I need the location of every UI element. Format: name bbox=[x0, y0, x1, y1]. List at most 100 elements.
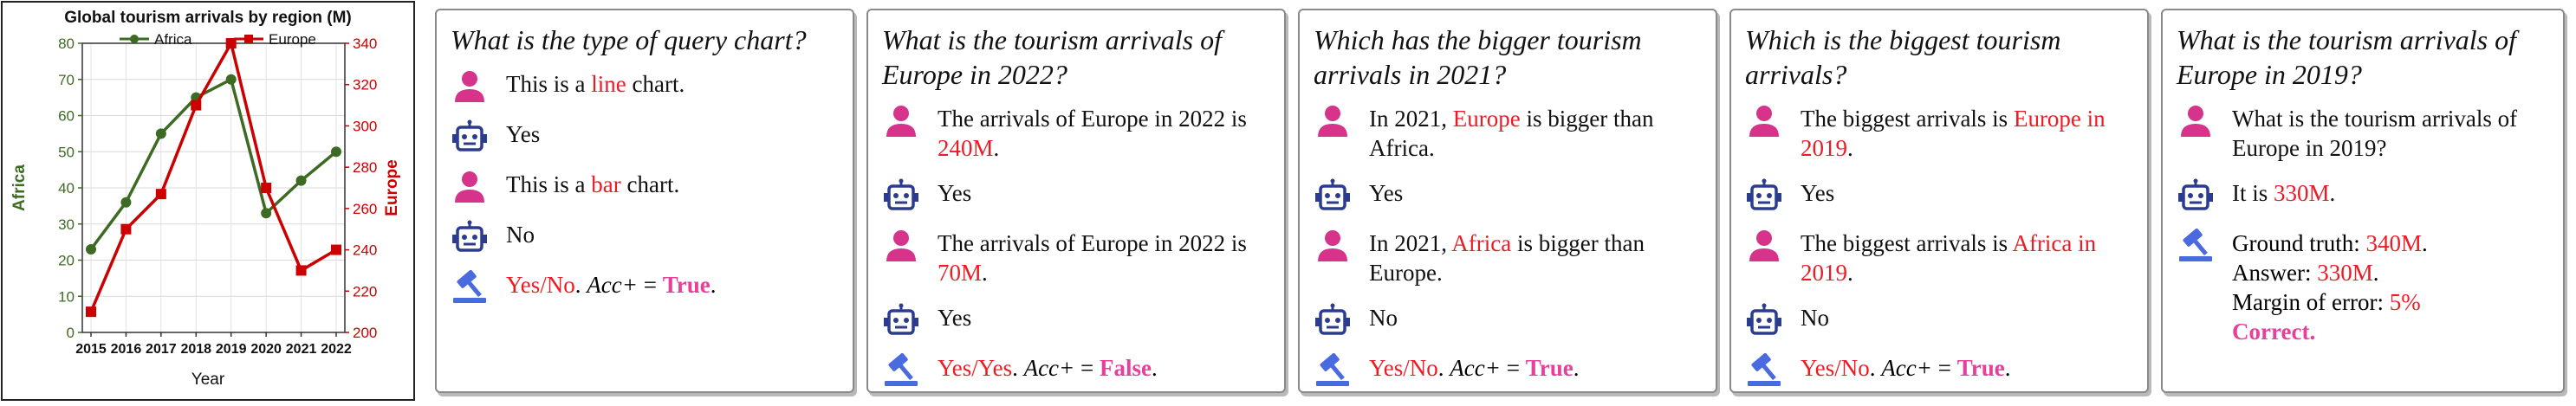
legend-label: Africa bbox=[154, 31, 192, 48]
turn-part: is bigger than Africa. bbox=[1369, 106, 1654, 161]
data-point-europe bbox=[225, 38, 237, 48]
turn-part: This is a bbox=[506, 71, 592, 97]
turn-part: No bbox=[506, 222, 535, 248]
user-icon bbox=[2181, 106, 2210, 137]
verdict-part: Acc+ bbox=[1023, 355, 1075, 381]
verdict-text: Yes/Yes. Acc+ = False. bbox=[938, 353, 1158, 383]
x-tick-label: 2022 bbox=[321, 342, 352, 357]
turn-part: What is the tourism arrivals of Europe i… bbox=[2232, 106, 2518, 161]
x-tick-label: 2018 bbox=[180, 342, 211, 357]
left-tick-label: 80 bbox=[58, 35, 75, 52]
robot-icon bbox=[1747, 178, 1781, 210]
bot-turn: It is 330M. bbox=[2177, 178, 2551, 213]
turn-part: line bbox=[591, 71, 626, 97]
data-point-africa bbox=[155, 128, 166, 139]
data-point-africa bbox=[295, 175, 307, 186]
verdict-text: Yes/No. Acc+ = True. bbox=[1801, 353, 2010, 383]
turn-part: No bbox=[1801, 305, 1829, 331]
turn-text: Yes bbox=[1369, 178, 1403, 208]
gavel-icon bbox=[453, 270, 486, 303]
turn-text: Yes bbox=[938, 303, 971, 332]
user-turn: This is a bar chart. bbox=[451, 170, 840, 204]
verdict-text: Yes/No. Acc+ = True. bbox=[506, 270, 716, 300]
turn-text: What is the tourism arrivals of Europe i… bbox=[2232, 104, 2551, 163]
x-tick-label: 2017 bbox=[146, 342, 177, 357]
robot-icon bbox=[884, 178, 918, 210]
tourism-line-chart: Global tourism arrivals by region (M) Afr… bbox=[0, 0, 416, 402]
turn-text: No bbox=[506, 220, 535, 249]
verdict-row: Yes/No. Acc+ = True. bbox=[1314, 353, 1703, 388]
verdict-part: 5% bbox=[2389, 289, 2421, 315]
verdict-part: 330M bbox=[2317, 260, 2373, 286]
turn-part: Yes bbox=[938, 180, 972, 206]
verdict-part: Acc+ bbox=[587, 272, 638, 298]
user-turn: The biggest arrivals is Africa in 2019. bbox=[1745, 229, 2135, 287]
gavel-icon bbox=[2179, 229, 2212, 261]
x-tick-label: 2015 bbox=[75, 342, 107, 357]
verdict-row: Yes/Yes. Acc+ = False. bbox=[882, 353, 1272, 388]
x-axis-label: Year bbox=[191, 371, 225, 389]
verdict-part: 340M bbox=[2365, 230, 2423, 256]
right-tick-label: 300 bbox=[353, 118, 377, 134]
verdict-part: Margin of error: bbox=[2232, 289, 2390, 315]
verdict-row: Ground truth: 340M. Answer: 330M. Margin o… bbox=[2177, 229, 2551, 346]
bot-turn: No bbox=[1745, 303, 2135, 338]
chart-svg: Global tourism arrivals by region (M) Afr… bbox=[1, 1, 415, 401]
data-point-europe bbox=[261, 183, 272, 193]
left-axis-label: Africa bbox=[10, 164, 29, 211]
turn-part: Africa bbox=[1451, 230, 1512, 256]
verdict-part: . bbox=[1573, 355, 1580, 381]
user-icon bbox=[1749, 230, 1779, 261]
user-icon bbox=[1318, 106, 1347, 137]
data-point-africa bbox=[225, 74, 237, 85]
qa-panel-chart-type: What is the type of query chart? This is … bbox=[435, 9, 854, 393]
verdict-part: = bbox=[1931, 355, 1957, 381]
bot-turn: Yes bbox=[882, 178, 1272, 213]
robot-icon bbox=[1315, 303, 1350, 335]
turn-part: Yes bbox=[506, 121, 541, 147]
right-tick-label: 260 bbox=[353, 201, 377, 217]
verdict-part: Yes/Yes bbox=[938, 355, 1013, 381]
right-tick-label: 200 bbox=[353, 325, 377, 341]
left-tick-label: 20 bbox=[58, 253, 75, 269]
turn-part: chart. bbox=[626, 71, 685, 97]
verdict-part: Yes/No bbox=[1369, 355, 1438, 381]
bot-turn: No bbox=[1314, 303, 1703, 338]
verdict-part: Yes/No bbox=[506, 272, 575, 298]
turn-part: Africa in 2019 bbox=[1801, 230, 2097, 286]
turn-part: . bbox=[982, 260, 988, 286]
robot-icon bbox=[1315, 178, 1350, 210]
series-line-europe bbox=[89, 39, 337, 313]
verdict-part: . bbox=[2422, 230, 2428, 256]
left-tick-label: 60 bbox=[58, 108, 75, 125]
verdict-part: . bbox=[2372, 260, 2379, 286]
verdict-part: False bbox=[1100, 355, 1152, 381]
turn-part: . bbox=[1847, 260, 1853, 286]
verdict-part: = bbox=[1500, 355, 1526, 381]
turn-part: . bbox=[993, 135, 1000, 161]
left-tick-label: 0 bbox=[67, 325, 75, 341]
user-turn: The arrivals of Europe in 2022 is 70M. bbox=[882, 229, 1272, 287]
right-tick-label: 280 bbox=[353, 159, 377, 176]
verdict-part: Yes/No bbox=[1801, 355, 1870, 381]
turn-part: This is a bbox=[506, 171, 592, 197]
bot-turn: Yes bbox=[451, 119, 840, 154]
turn-text: In 2021, Europe is bigger than Africa. bbox=[1369, 104, 1703, 163]
turn-part: 70M bbox=[938, 260, 983, 286]
right-tick-label: 240 bbox=[353, 242, 377, 259]
verdict-line: Ground truth: 340M. bbox=[2232, 229, 2428, 258]
data-point-africa bbox=[331, 146, 341, 158]
turn-text: The arrivals of Europe in 2022 is 70M. bbox=[938, 229, 1272, 287]
verdict-part: . bbox=[710, 272, 717, 298]
data-point-africa bbox=[86, 243, 96, 255]
turn-part: The arrivals of Europe in 2022 is bbox=[938, 230, 1247, 256]
robot-icon bbox=[2178, 178, 2213, 210]
turn-part: Europe bbox=[1452, 106, 1521, 132]
verdict-part: Correct. bbox=[2232, 319, 2316, 345]
gavel-icon bbox=[1748, 353, 1781, 386]
legend-label: Europe bbox=[269, 31, 316, 48]
turn-part: Europe in 2019 bbox=[1801, 106, 2106, 161]
verdict-part: . bbox=[574, 272, 587, 298]
turn-text: Yes bbox=[938, 178, 971, 208]
turn-text: In 2021, Africa is bigger than Europe. bbox=[1369, 229, 1703, 287]
